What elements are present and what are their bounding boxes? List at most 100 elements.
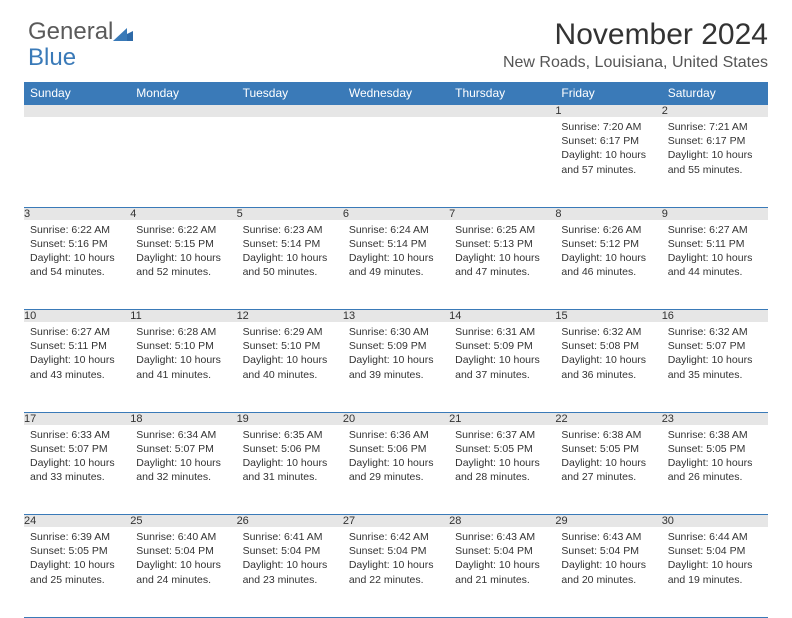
weekday-header: Wednesday [343,82,449,105]
day-cell-content: Sunrise: 6:31 AMSunset: 5:09 PMDaylight:… [449,322,555,388]
day-number-cell: 17 [24,412,130,425]
weekday-header: Friday [555,82,661,105]
daylight-line: Daylight: 10 hours and 39 minutes. [349,353,443,381]
day-cell-content: Sunrise: 6:33 AMSunset: 5:07 PMDaylight:… [24,425,130,491]
day-cell: Sunrise: 6:22 AMSunset: 5:16 PMDaylight:… [24,220,130,310]
day-cell-content: Sunrise: 6:27 AMSunset: 5:11 PMDaylight:… [662,220,768,286]
day-number-cell [449,105,555,118]
week-row: Sunrise: 6:33 AMSunset: 5:07 PMDaylight:… [24,425,768,515]
day-cell: Sunrise: 6:31 AMSunset: 5:09 PMDaylight:… [449,322,555,412]
day-cell-content: Sunrise: 6:27 AMSunset: 5:11 PMDaylight:… [24,322,130,388]
day-cell-content: Sunrise: 7:20 AMSunset: 6:17 PMDaylight:… [555,117,661,183]
day-cell: Sunrise: 6:28 AMSunset: 5:10 PMDaylight:… [130,322,236,412]
day-cell-content: Sunrise: 6:34 AMSunset: 5:07 PMDaylight:… [130,425,236,491]
daylight-line: Daylight: 10 hours and 25 minutes. [30,558,124,586]
day-cell-content: Sunrise: 6:39 AMSunset: 5:05 PMDaylight:… [24,527,130,593]
day-cell-content: Sunrise: 6:22 AMSunset: 5:15 PMDaylight:… [130,220,236,286]
sunset-line: Sunset: 5:14 PM [243,237,337,251]
day-cell-content [130,117,236,126]
day-cell [237,117,343,207]
day-cell-content [237,117,343,126]
day-number-cell: 6 [343,207,449,220]
day-number-row: 3456789 [24,207,768,220]
weekday-header: Saturday [662,82,768,105]
sunrise-line: Sunrise: 6:31 AM [455,325,549,339]
day-cell-content: Sunrise: 6:30 AMSunset: 5:09 PMDaylight:… [343,322,449,388]
logo-mark-icon [113,22,133,46]
daylight-line: Daylight: 10 hours and 27 minutes. [561,456,655,484]
daylight-line: Daylight: 10 hours and 31 minutes. [243,456,337,484]
month-title: November 2024 [24,18,768,52]
daylight-line: Daylight: 10 hours and 43 minutes. [30,353,124,381]
sunrise-line: Sunrise: 6:32 AM [668,325,762,339]
day-cell: Sunrise: 6:38 AMSunset: 5:05 PMDaylight:… [662,425,768,515]
sunset-line: Sunset: 5:09 PM [455,339,549,353]
logo-text-1: General [28,18,113,45]
sunset-line: Sunset: 5:11 PM [30,339,124,353]
day-number-cell: 15 [555,310,661,323]
daylight-line: Daylight: 10 hours and 47 minutes. [455,251,549,279]
daylight-line: Daylight: 10 hours and 21 minutes. [455,558,549,586]
day-cell-content: Sunrise: 6:26 AMSunset: 5:12 PMDaylight:… [555,220,661,286]
daylight-line: Daylight: 10 hours and 40 minutes. [243,353,337,381]
day-cell: Sunrise: 6:40 AMSunset: 5:04 PMDaylight:… [130,527,236,617]
day-cell-content: Sunrise: 6:32 AMSunset: 5:07 PMDaylight:… [662,322,768,388]
daylight-line: Daylight: 10 hours and 57 minutes. [561,148,655,176]
day-cell-content: Sunrise: 6:42 AMSunset: 5:04 PMDaylight:… [343,527,449,593]
sunrise-line: Sunrise: 6:22 AM [30,223,124,237]
day-number-cell: 28 [449,515,555,528]
sunset-line: Sunset: 5:07 PM [668,339,762,353]
sunrise-line: Sunrise: 6:40 AM [136,530,230,544]
day-number-cell: 12 [237,310,343,323]
day-cell: Sunrise: 6:25 AMSunset: 5:13 PMDaylight:… [449,220,555,310]
daylight-line: Daylight: 10 hours and 52 minutes. [136,251,230,279]
daylight-line: Daylight: 10 hours and 29 minutes. [349,456,443,484]
day-cell-content: Sunrise: 6:28 AMSunset: 5:10 PMDaylight:… [130,322,236,388]
day-cell-content: Sunrise: 6:44 AMSunset: 5:04 PMDaylight:… [662,527,768,593]
header-block: November 2024 New Roads, Louisiana, Unit… [24,18,768,72]
day-cell-content: Sunrise: 6:24 AMSunset: 5:14 PMDaylight:… [343,220,449,286]
sunset-line: Sunset: 5:05 PM [455,442,549,456]
day-cell [449,117,555,207]
daylight-line: Daylight: 10 hours and 20 minutes. [561,558,655,586]
sunrise-line: Sunrise: 6:27 AM [30,325,124,339]
week-row: Sunrise: 6:22 AMSunset: 5:16 PMDaylight:… [24,220,768,310]
day-number-cell: 18 [130,412,236,425]
sunrise-line: Sunrise: 6:27 AM [668,223,762,237]
sunset-line: Sunset: 5:04 PM [349,544,443,558]
day-number-cell [130,105,236,118]
sunrise-line: Sunrise: 6:44 AM [668,530,762,544]
day-cell: Sunrise: 6:44 AMSunset: 5:04 PMDaylight:… [662,527,768,617]
day-number-cell: 8 [555,207,661,220]
day-number-cell: 3 [24,207,130,220]
sunrise-line: Sunrise: 6:23 AM [243,223,337,237]
sunrise-line: Sunrise: 6:34 AM [136,428,230,442]
day-cell-content [24,117,130,126]
day-number-cell [24,105,130,118]
daylight-line: Daylight: 10 hours and 49 minutes. [349,251,443,279]
day-cell-content: Sunrise: 6:36 AMSunset: 5:06 PMDaylight:… [343,425,449,491]
daylight-line: Daylight: 10 hours and 54 minutes. [30,251,124,279]
sunset-line: Sunset: 5:06 PM [243,442,337,456]
day-number-cell [343,105,449,118]
day-cell: Sunrise: 6:37 AMSunset: 5:05 PMDaylight:… [449,425,555,515]
day-number-cell: 29 [555,515,661,528]
sunset-line: Sunset: 5:09 PM [349,339,443,353]
sunrise-line: Sunrise: 6:38 AM [561,428,655,442]
daylight-line: Daylight: 10 hours and 35 minutes. [668,353,762,381]
day-cell: Sunrise: 7:20 AMSunset: 6:17 PMDaylight:… [555,117,661,207]
sunrise-line: Sunrise: 6:33 AM [30,428,124,442]
day-cell-content: Sunrise: 6:41 AMSunset: 5:04 PMDaylight:… [237,527,343,593]
day-number-cell: 22 [555,412,661,425]
sunrise-line: Sunrise: 7:20 AM [561,120,655,134]
day-number-row: 24252627282930 [24,515,768,528]
sunset-line: Sunset: 5:05 PM [668,442,762,456]
day-number-cell: 19 [237,412,343,425]
day-number-cell: 27 [343,515,449,528]
day-number-cell: 10 [24,310,130,323]
week-row: Sunrise: 6:27 AMSunset: 5:11 PMDaylight:… [24,322,768,412]
day-cell-content: Sunrise: 6:23 AMSunset: 5:14 PMDaylight:… [237,220,343,286]
day-cell-content: Sunrise: 6:43 AMSunset: 5:04 PMDaylight:… [555,527,661,593]
day-cell-content: Sunrise: 6:22 AMSunset: 5:16 PMDaylight:… [24,220,130,286]
day-cell-content: Sunrise: 6:32 AMSunset: 5:08 PMDaylight:… [555,322,661,388]
